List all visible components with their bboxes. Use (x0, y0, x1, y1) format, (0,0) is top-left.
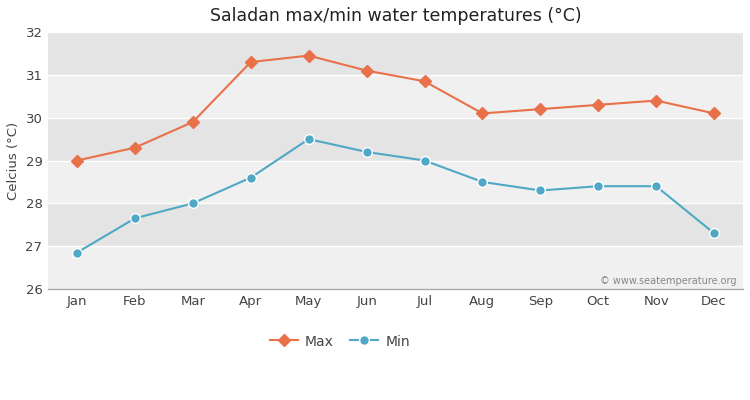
Y-axis label: Celcius (°C): Celcius (°C) (7, 122, 20, 200)
Bar (48, 75, 743, 118)
Title: Saladan max/min water temperatures (°C): Saladan max/min water temperatures (°C) (210, 7, 581, 25)
Bar (48, 118, 743, 160)
Min (594, 184, 603, 188)
Min (304, 137, 313, 142)
Text: © www.seatemperature.org: © www.seatemperature.org (599, 276, 736, 286)
Max (130, 145, 140, 150)
Min (652, 184, 661, 188)
Min (130, 216, 140, 221)
Bar (48, 160, 743, 203)
Min (420, 158, 429, 163)
Min (362, 150, 371, 154)
Max (652, 98, 661, 103)
Min (73, 250, 82, 255)
Min (536, 188, 544, 193)
Max (362, 68, 371, 73)
Min (478, 180, 487, 184)
Bar (48, 32, 743, 75)
Max (304, 53, 313, 58)
Line: Min: Min (72, 134, 719, 258)
Bar (48, 246, 743, 289)
Max (188, 120, 197, 124)
Max (73, 158, 82, 163)
Max (594, 102, 603, 107)
Legend: Max, Min: Max, Min (265, 329, 416, 354)
Max (246, 60, 255, 64)
Bar (48, 203, 743, 246)
Max (536, 107, 544, 112)
Line: Max: Max (73, 52, 718, 165)
Max (478, 111, 487, 116)
Max (420, 79, 429, 84)
Min (710, 231, 718, 236)
Min (188, 201, 197, 206)
Min (246, 175, 255, 180)
Max (710, 111, 718, 116)
